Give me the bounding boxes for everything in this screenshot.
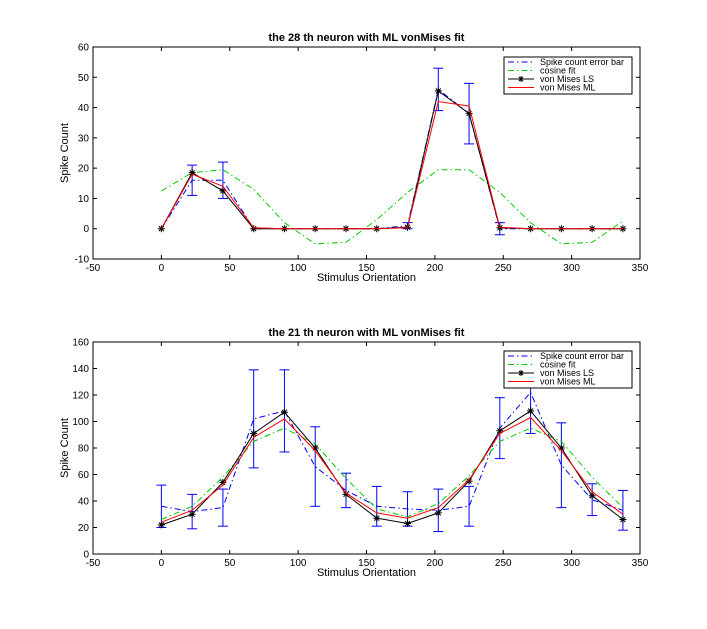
legend-label: cosine fit: [540, 66, 576, 76]
y-axis-label: Spike Count: [59, 418, 71, 478]
y-tick-label: 50: [78, 73, 90, 84]
x-tick-label: 100: [290, 558, 307, 569]
x-tick-label: 200: [427, 558, 444, 569]
data-point-star: [404, 520, 412, 528]
y-tick-label: 20: [78, 164, 90, 175]
x-tick-label: 50: [224, 263, 236, 274]
data-point-star: [250, 225, 258, 233]
y-tick-label: 120: [72, 391, 89, 402]
legend-marker-star: [518, 76, 524, 82]
y-tick-label: 10: [78, 194, 90, 205]
data-point-star: [373, 514, 381, 522]
legend-label: von Mises ML: [540, 377, 596, 387]
data-point-star: [557, 444, 565, 452]
series-line-2: [160, 90, 623, 230]
data-point-star: [280, 408, 288, 416]
data-point-star: [434, 509, 442, 517]
data-point-star: [342, 490, 350, 498]
series-line-1: [161, 427, 624, 520]
x-tick-label: 150: [358, 263, 375, 274]
legend-label: von Mises LS: [540, 74, 594, 84]
legend-label: von Mises ML: [540, 83, 596, 93]
legend-label: Spike count error bar: [540, 57, 624, 67]
data-point-star: [188, 169, 196, 177]
chart-panel-1: -50 0 50 100 150 200 250 300 350 -10 0 10 20 30 40 50 60…: [59, 32, 649, 284]
data-point-star: [157, 521, 165, 529]
data-point-star: [496, 224, 504, 232]
y-tick-label: 160: [72, 338, 89, 349]
data-point-star: [188, 510, 196, 518]
x-tick-label: 250: [495, 558, 512, 569]
x-tick-label: 300: [563, 558, 580, 569]
chart-panel-2: -50 0 50 100 150 200 250 300 3500204060801001201…: [59, 327, 649, 579]
x-axis-label: Stimulus Orientation: [317, 272, 416, 284]
data-point-star: [434, 87, 442, 95]
y-tick-label: 0: [83, 550, 89, 561]
x-tick-label: 0: [159, 558, 165, 569]
x-axis-label: Stimulus Orientation: [317, 567, 416, 579]
y-tick-label: 20: [78, 523, 90, 534]
series-line-0: [160, 88, 623, 230]
y-tick-label: 0: [83, 224, 89, 235]
y-tick-label: 40: [78, 103, 90, 114]
series-line-1: [161, 169, 624, 245]
data-point-star: [496, 427, 504, 435]
data-point-star: [465, 110, 473, 118]
x-tick-label: 300: [563, 263, 580, 274]
chart-title: the 21 th neuron with ML vonMises fit: [269, 327, 465, 339]
data-point-star: [219, 478, 227, 486]
series-line-3: [161, 416, 624, 523]
y-tick-label: 60: [78, 43, 90, 54]
data-point-star: [527, 407, 535, 415]
y-tick-label: -10: [75, 255, 90, 266]
data-point-star: [588, 492, 596, 500]
data-point-star: [250, 429, 258, 437]
chart-title: the 28 th neuron with ML vonMises fit: [269, 32, 465, 44]
data-point-star: [465, 477, 473, 485]
y-tick-label: 40: [78, 497, 90, 508]
y-tick-label: 30: [78, 133, 90, 144]
x-tick-label: 200: [427, 263, 444, 274]
y-tick-label: 80: [78, 444, 90, 455]
data-point-star: [219, 187, 227, 195]
data-point-star: [619, 516, 627, 524]
x-tick-label: -50: [86, 263, 101, 274]
data-point-star: [311, 444, 319, 452]
x-tick-label: 50: [224, 558, 236, 569]
legend-marker-star: [518, 370, 524, 376]
y-tick-label: 100: [72, 417, 89, 428]
series-line-3: [160, 100, 623, 230]
y-tick-label: 60: [78, 470, 90, 481]
legend-label: von Mises LS: [540, 368, 594, 378]
x-tick-label: 350: [632, 558, 649, 569]
legend-label: Spike count error bar: [540, 351, 624, 361]
data-point-star: [157, 225, 165, 233]
x-tick-label: 150: [358, 558, 375, 569]
x-tick-label: 100: [290, 263, 307, 274]
x-tick-label: -50: [86, 558, 101, 569]
series-line-2: [161, 410, 624, 526]
series-line-0: [161, 391, 624, 513]
legend-label: cosine fit: [540, 360, 576, 370]
y-axis-label: Spike Count: [59, 123, 71, 183]
x-tick-label: 350: [632, 263, 649, 274]
x-tick-label: 250: [495, 263, 512, 274]
data-point-star: [619, 225, 627, 233]
y-tick-label: 140: [72, 364, 89, 375]
x-tick-label: 0: [159, 263, 165, 274]
